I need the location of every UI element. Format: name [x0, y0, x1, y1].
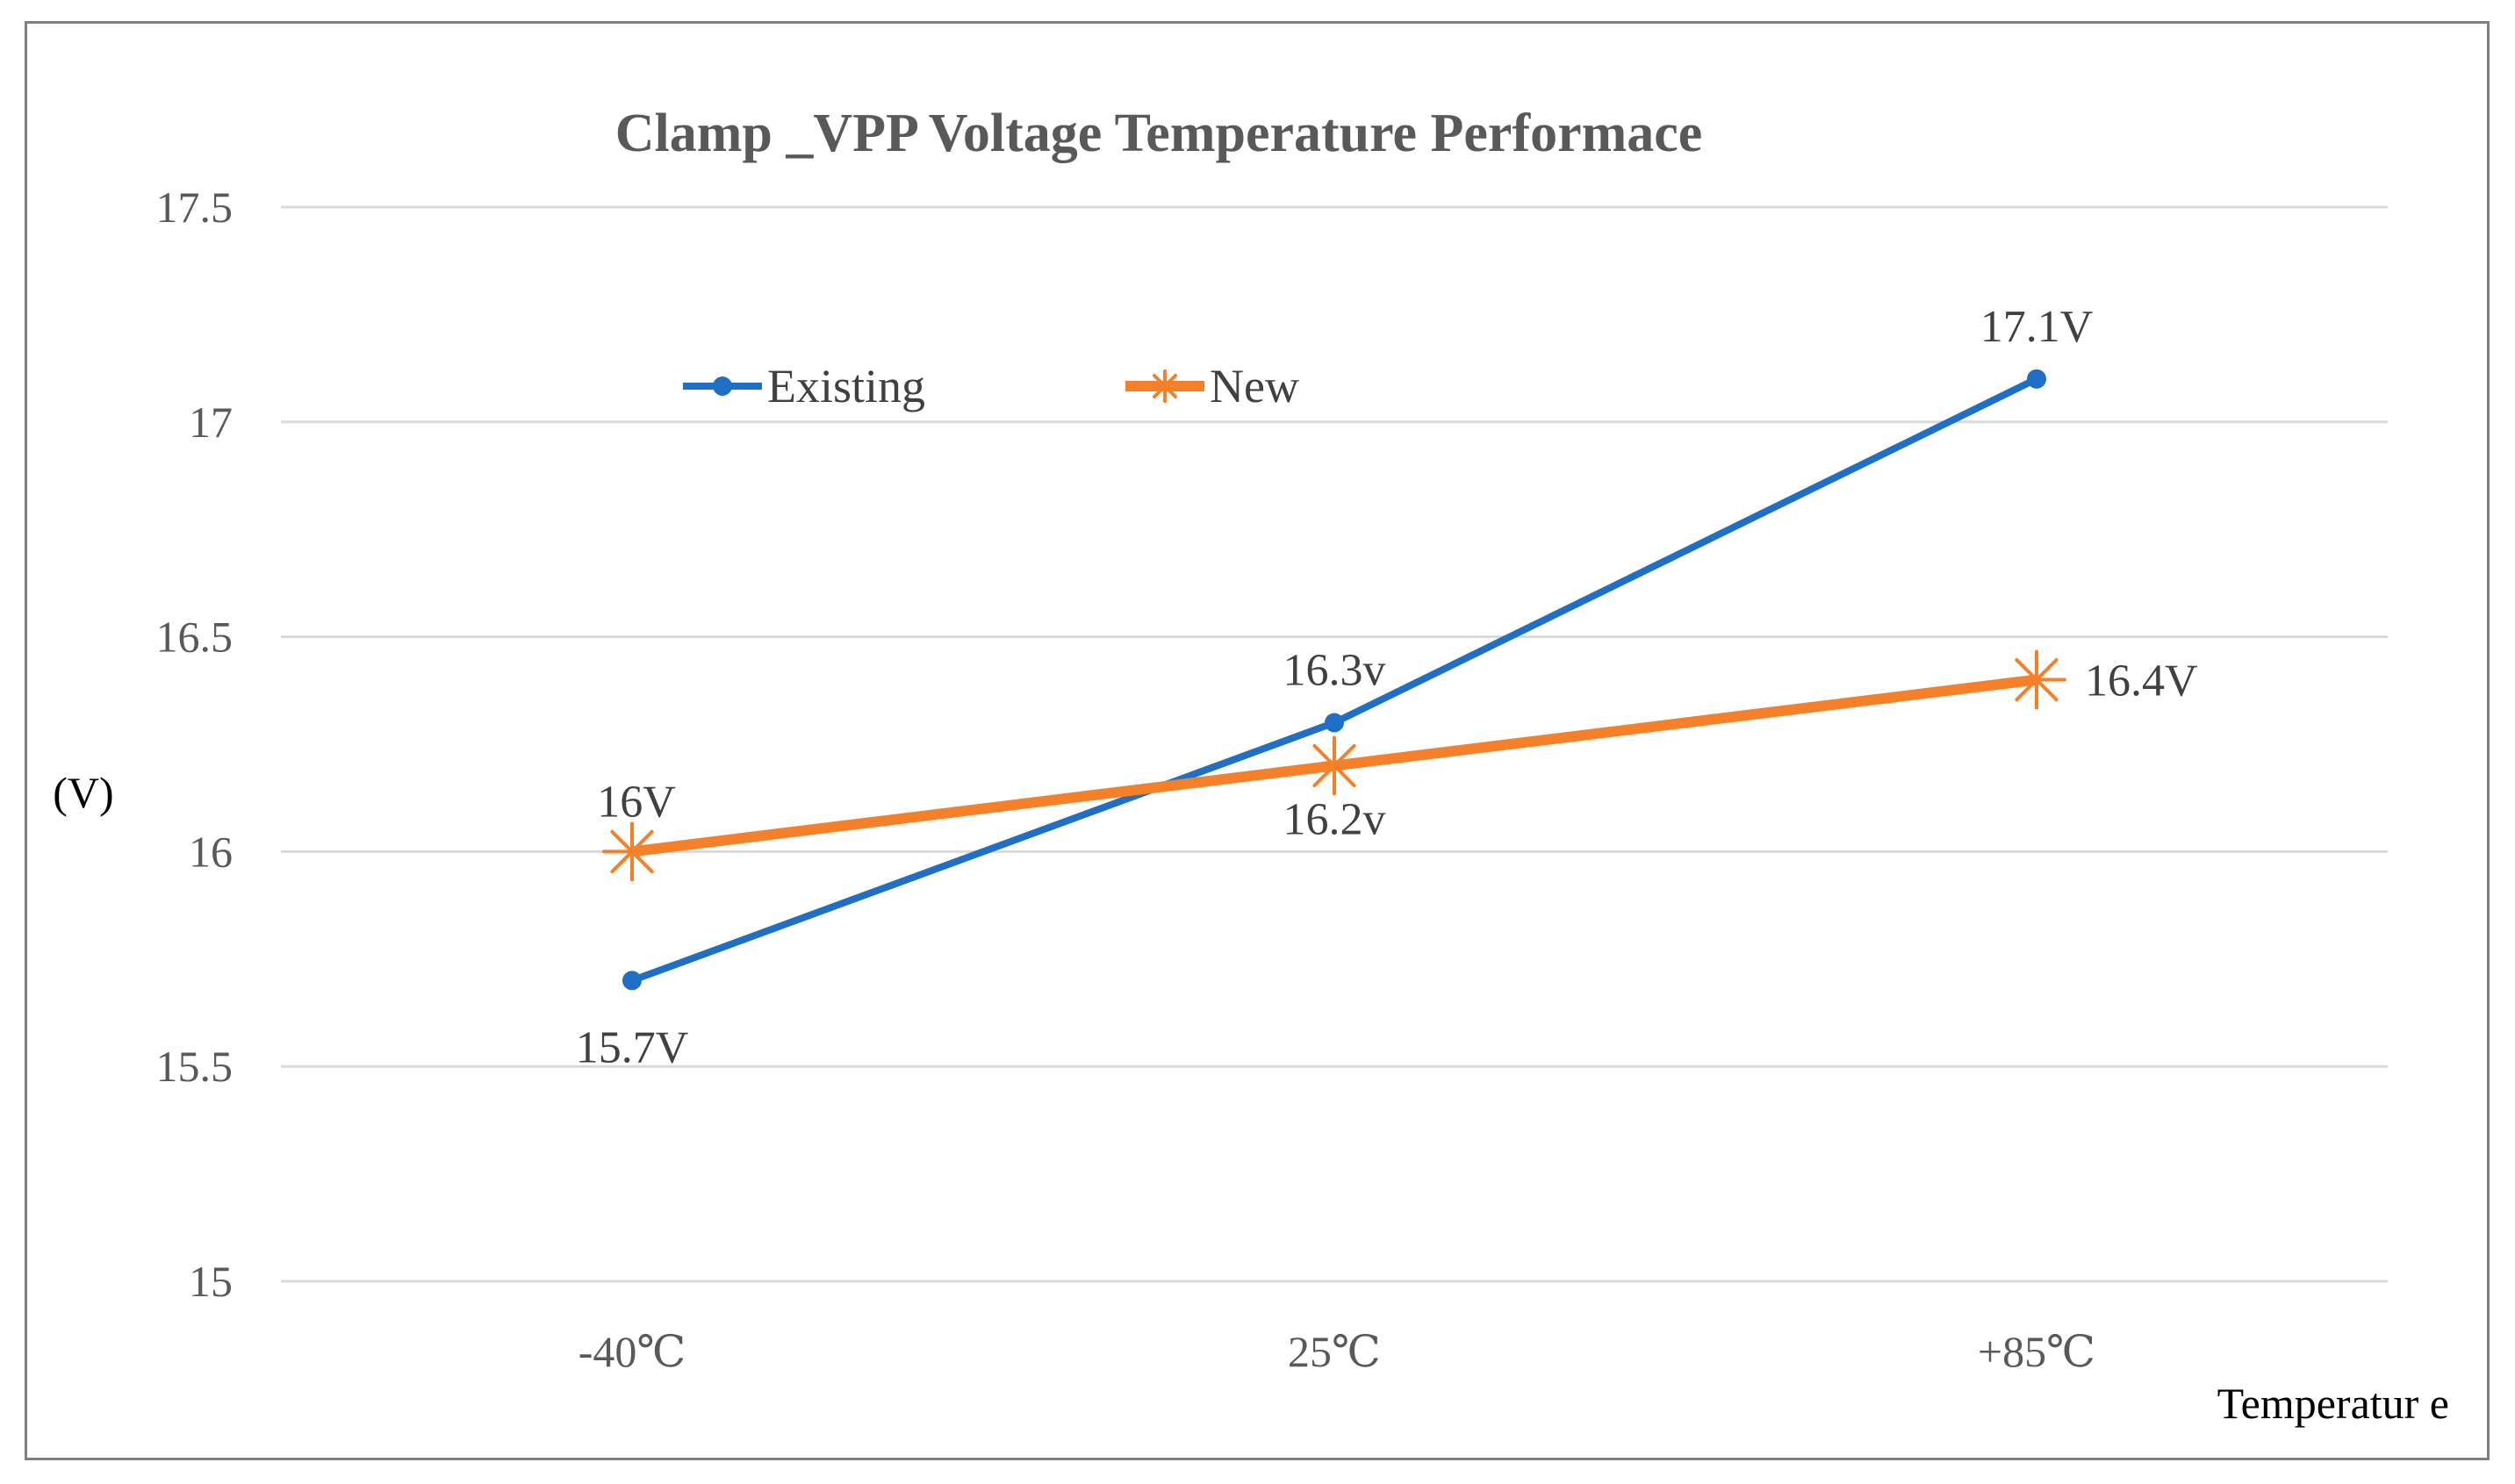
y-tick-label: 15	[189, 1257, 233, 1306]
chart-frame	[25, 21, 2490, 1460]
legend-label-new: New	[1210, 360, 1299, 412]
point-existing	[2027, 369, 2046, 389]
legend-label-existing: Existing	[767, 360, 925, 412]
legend: Existing New	[683, 360, 1299, 412]
x-tick-label: -40℃	[578, 1327, 686, 1376]
x-tick-label: +85℃	[1978, 1327, 2095, 1376]
y-tick-label: 17.5	[156, 183, 234, 232]
data-label-new: 16.4V	[2085, 656, 2198, 706]
point-new-stroke	[610, 829, 654, 874]
point-new	[1304, 735, 1364, 796]
y-tick-label: 17	[189, 398, 233, 447]
x-tick-labels: -40℃ 25℃ +85℃	[578, 1327, 2095, 1376]
x-tick-label: 25℃	[1288, 1327, 1381, 1376]
point-new	[2007, 649, 2066, 710]
point-new	[602, 821, 662, 882]
point-new-stroke	[1312, 743, 1356, 788]
y-tick-label: 16.5	[156, 613, 234, 662]
y-tick-label: 16	[189, 827, 233, 876]
data-label-existing: 15.7V	[576, 1022, 689, 1072]
data-label-new: 16V	[597, 777, 676, 827]
point-existing	[1325, 713, 1344, 733]
chart-title: Clamp _VPP Voltage Temperature Performac…	[615, 104, 1703, 163]
y-tick-label: 15.5	[156, 1042, 234, 1091]
data-labels: 15.7V 16.3v 17.1V 16V 16.2v 16.4V	[576, 302, 2198, 1072]
legend-marker-new	[1148, 369, 1182, 403]
point-existing	[622, 971, 642, 991]
y-tick-labels: 15 15.5 16 16.5 17 17.5	[156, 183, 234, 1306]
data-label-new: 16.2v	[1283, 794, 1386, 844]
series-markers	[602, 369, 2066, 991]
data-label-existing: 17.1V	[1980, 302, 2094, 352]
legend-marker-existing	[713, 376, 732, 396]
legend-marker-new-stroke	[1152, 373, 1178, 399]
x-axis-label: Temperatur e	[2217, 1379, 2449, 1428]
point-new-stroke	[2015, 657, 2059, 702]
data-label-existing: 16.3v	[1283, 646, 1386, 696]
y-axis-label: (V)	[53, 768, 113, 817]
